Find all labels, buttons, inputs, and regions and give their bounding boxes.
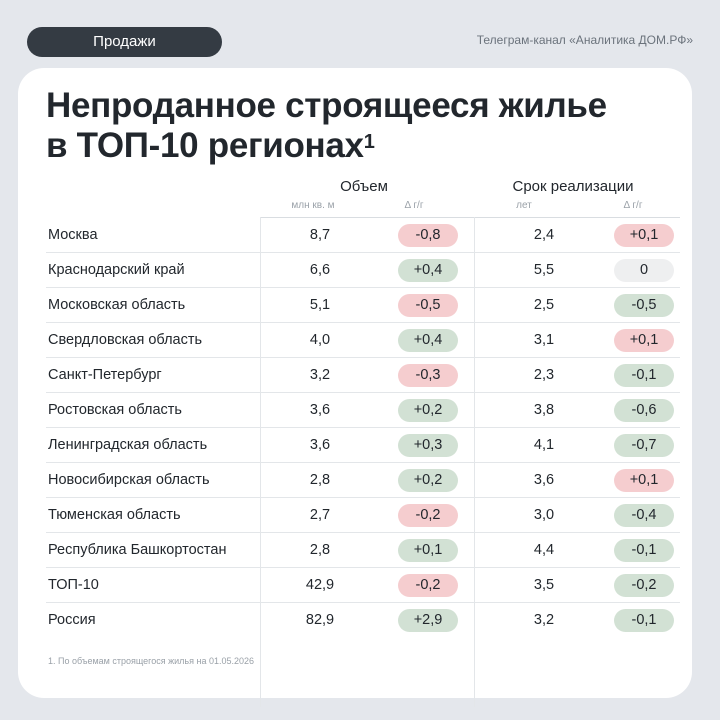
term-delta-pill: +0,1 (614, 224, 674, 247)
term-value: 3,1 (533, 332, 555, 348)
volume-delta-pill: -0,5 (398, 294, 458, 317)
footnote: 1. По объемам строящегося жилья на 01.05… (48, 656, 255, 666)
unit-term: лет (516, 200, 532, 211)
region-name: Краснодарский край (48, 262, 185, 278)
region-name: Россия (48, 612, 96, 628)
table-row: Тюменская область 2,7 -0,2 3,0 -0,4 (46, 498, 680, 533)
volume-value: 3,6 (309, 437, 331, 453)
table-row: Республика Башкортостан 2,8 +0,1 4,4 -0,1 (46, 533, 680, 568)
volume-value: 3,2 (309, 367, 331, 383)
term-value: 4,4 (533, 542, 555, 558)
group-header-term: Срок реализации (512, 178, 634, 195)
volume-delta-pill: +0,2 (398, 399, 458, 422)
term-delta-pill: -0,1 (614, 364, 674, 387)
term-value: 2,5 (533, 297, 555, 313)
table-row: ТОП-10 42,9 -0,2 3,5 -0,2 (46, 568, 680, 603)
term-value: 2,3 (533, 367, 555, 383)
unit-yoy-volume: Δ г/г (404, 200, 424, 211)
table-row: Москва 8,7 -0,8 2,4 +0,1 (46, 218, 680, 253)
term-value: 5,5 (533, 262, 555, 278)
volume-value: 8,7 (309, 227, 331, 243)
volume-delta-pill: +2,9 (398, 609, 458, 632)
term-delta-pill: -0,6 (614, 399, 674, 422)
region-name: Санкт-Петербург (48, 367, 162, 383)
table-row: Новосибирская область 2,8 +0,2 3,6 +0,1 (46, 463, 680, 498)
volume-value: 6,6 (309, 262, 331, 278)
volume-delta-pill: +0,3 (398, 434, 458, 457)
term-delta-pill: -0,5 (614, 294, 674, 317)
region-name: Ленинградская область (48, 437, 208, 453)
region-name: Москва (48, 227, 98, 243)
table-row: Россия 82,9 +2,9 3,2 -0,1 (46, 603, 680, 638)
term-delta-pill: -0,1 (614, 609, 674, 632)
volume-value: 3,6 (309, 402, 331, 418)
page-title: Непроданное строящееся жилье в ТОП-10 ре… (46, 86, 607, 166)
region-name: Тюменская область (48, 507, 181, 523)
term-delta-pill: -0,4 (614, 504, 674, 527)
term-value: 2,4 (533, 227, 555, 243)
volume-value: 2,7 (309, 507, 331, 523)
table-row: Краснодарский край 6,6 +0,4 5,5 0 (46, 253, 680, 288)
volume-delta-pill: -0,2 (398, 574, 458, 597)
volume-delta-pill: +0,2 (398, 469, 458, 492)
region-name: Московская область (48, 297, 186, 313)
term-delta-pill: 0 (614, 259, 674, 282)
region-name: Свердловская область (48, 332, 203, 348)
volume-delta-pill: -0,2 (398, 504, 458, 527)
term-value: 3,5 (533, 577, 555, 593)
term-delta-pill: +0,1 (614, 329, 674, 352)
term-value: 3,2 (533, 612, 555, 628)
table-row: Ростовская область 3,6 +0,2 3,8 -0,6 (46, 393, 680, 428)
region-name: Республика Башкортостан (48, 542, 227, 558)
term-value: 3,8 (533, 402, 555, 418)
table-row: Московская область 5,1 -0,5 2,5 -0,5 (46, 288, 680, 323)
term-value: 3,6 (533, 472, 555, 488)
region-name: Новосибирская область (48, 472, 210, 488)
volume-value: 42,9 (305, 577, 335, 593)
volume-value: 4,0 (309, 332, 331, 348)
volume-delta-pill: -0,3 (398, 364, 458, 387)
table-row: Ленинградская область 3,6 +0,3 4,1 -0,7 (46, 428, 680, 463)
unit-yoy-term: Δ г/г (623, 200, 643, 211)
volume-delta-pill: +0,1 (398, 539, 458, 562)
group-header-volume: Объем (340, 178, 388, 195)
volume-value: 2,8 (309, 472, 331, 488)
header-divider (260, 217, 680, 218)
term-value: 4,1 (533, 437, 555, 453)
table-row: Свердловская область 4,0 +0,4 3,1 +0,1 (46, 323, 680, 358)
content-card: Непроданное строящееся жилье в ТОП-10 ре… (18, 68, 692, 707)
term-delta-pill: -0,7 (614, 434, 674, 457)
title-footnote-mark: 1 (363, 131, 375, 153)
volume-value: 2,8 (309, 542, 331, 558)
volume-delta-pill: +0,4 (398, 259, 458, 282)
region-name: ТОП-10 (48, 577, 99, 593)
channel-caption: Телеграм-канал «Аналитика ДОМ.РФ» (476, 33, 693, 47)
section-tag: Продажи (27, 27, 222, 57)
volume-value: 82,9 (305, 612, 335, 628)
table-row: Санкт-Петербург 3,2 -0,3 2,3 -0,1 (46, 358, 680, 393)
term-delta-pill: +0,1 (614, 469, 674, 492)
volume-delta-pill: -0,8 (398, 224, 458, 247)
unit-volume: млн кв. м (291, 200, 335, 211)
term-delta-pill: -0,1 (614, 539, 674, 562)
volume-delta-pill: +0,4 (398, 329, 458, 352)
volume-value: 5,1 (309, 297, 331, 313)
term-delta-pill: -0,2 (614, 574, 674, 597)
title-line-2: в ТОП-10 регионах (46, 126, 364, 165)
title-line-1: Непроданное строящееся жилье (46, 86, 607, 125)
region-name: Ростовская область (48, 402, 182, 418)
term-value: 3,0 (533, 507, 555, 523)
